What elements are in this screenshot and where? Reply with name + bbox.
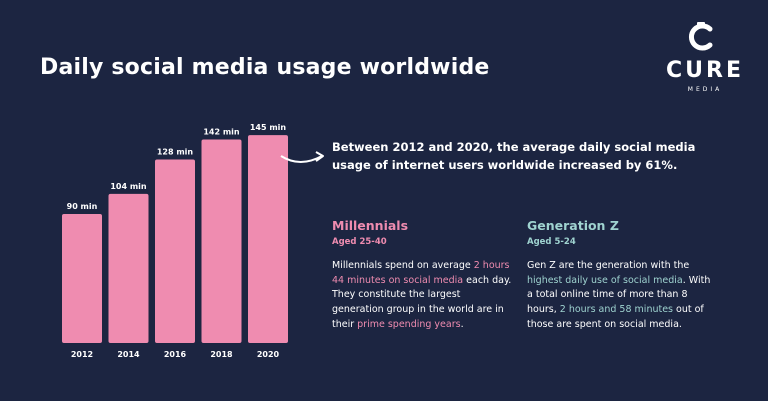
bar-2020 [248,135,288,343]
genz-section: Generation Z Aged 5-24 Gen Z are the gen… [527,218,717,333]
genz-highlight-time: 2 hours and 58 minutes [559,304,673,316]
millennials-highlight-time: 2 hours 44 minutes on social media [332,260,510,286]
bar-value-label: 128 min [157,148,194,157]
millennials-heading: Millennials [332,218,409,233]
bar-value-label: 142 min [203,127,240,136]
bar-2012 [62,214,102,343]
bar-2016 [155,159,195,343]
bar-value-label: 104 min [110,182,147,191]
logo-wordmark: CURE [666,58,744,83]
millennials-text: Millennials spend on average 2 hours 44 … [332,260,512,330]
genz-text: Gen Z are the generation with the highes… [527,260,711,330]
bar-value-label: 90 min [67,202,98,211]
logo-c-icon [689,22,713,51]
bar-chart: 90 min 2012 104 min 2014 128 min 2016 142 min 2… [62,123,288,359]
x-tick-label: 2020 [257,350,280,359]
genz-age: Aged 5-24 [527,237,576,247]
millennials-age: Aged 25-40 [332,237,387,247]
genz-heading: Generation Z [527,218,619,233]
summary-headline: Between 2012 and 2020, the average daily… [332,140,696,173]
x-tick-label: 2014 [117,350,140,359]
x-tick-label: 2018 [210,350,233,359]
genz-highlight-usage: highest daily use of social media [527,274,683,286]
bar-2018 [201,139,242,343]
millennials-section: Millennials Aged 25-40 Millennials spend… [332,218,512,333]
bar-value-label: 145 min [250,123,287,132]
x-tick-label: 2012 [71,350,93,359]
x-tick-label: 2016 [164,350,187,359]
cure-media-logo: CURE MEDIA [660,22,750,96]
bar-2014 [108,193,149,343]
arrow-icon [280,151,324,163]
page-title: Daily social media usage worldwide [40,55,490,80]
millennials-highlight-spending: prime spending years [357,318,461,330]
logo-subtitle: MEDIA [687,86,723,93]
